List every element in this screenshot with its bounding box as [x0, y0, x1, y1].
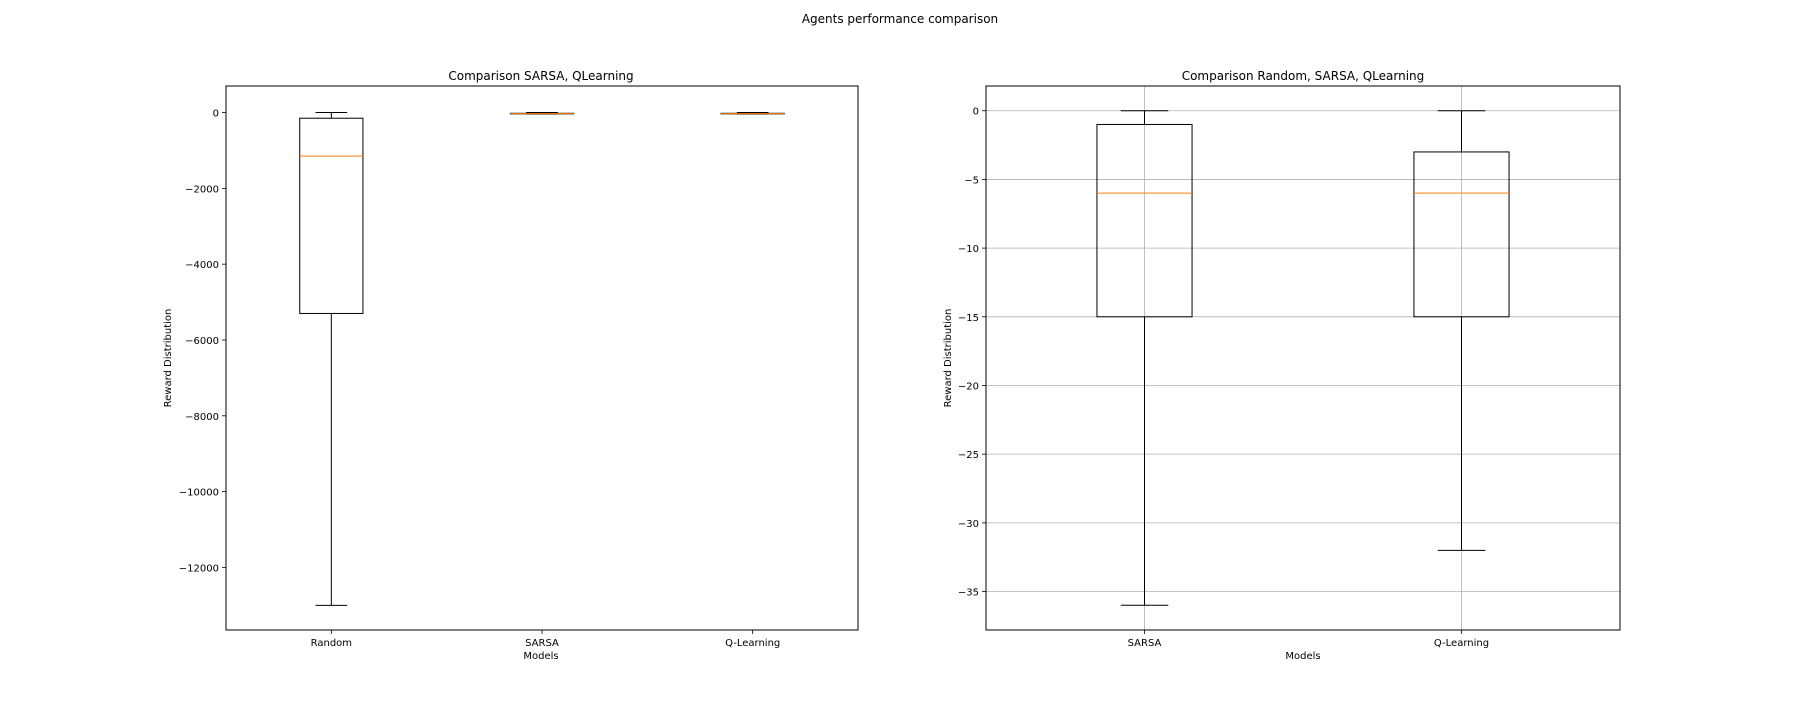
chart-right-ylabel: Reward Distribution	[943, 309, 954, 408]
chart-left-ytick-label-3: −6000	[185, 336, 219, 347]
chart-left-ytick-label-4: −8000	[185, 412, 219, 423]
chart-left: Comparison SARSA, QLearning Models Rewar…	[163, 69, 859, 662]
chart-left-xtick-label-2: Q-Learning	[725, 638, 780, 649]
chart-left-xtick-label-1: SARSA	[525, 638, 559, 649]
chart-left-ylabel: Reward Distribution	[163, 309, 174, 408]
chart-left-ytick-label-1: −2000	[185, 184, 219, 195]
chart-left-ytick-label-2: −4000	[185, 260, 219, 271]
chart-left-ytick-label-0: 0	[213, 109, 219, 120]
chart-right-box-1-iqr	[1413, 151, 1510, 318]
chart-left-ytick-label-6: −12000	[179, 563, 219, 574]
chart-right-ytick-label-4: −20	[958, 381, 979, 392]
chart-right-ytick-label-1: −5	[964, 175, 979, 186]
chart-left-box-0-iqr	[299, 117, 364, 314]
chart-left-ytick-label-5: −10000	[179, 488, 219, 499]
chart-right-title: Comparison Random, SARSA, QLearning	[1182, 69, 1425, 83]
chart-left-axes-frame	[225, 85, 859, 631]
chart-left-title: Comparison SARSA, QLearning	[448, 69, 633, 83]
chart-right-ytick-label-6: −30	[958, 519, 979, 530]
chart-right-ytick-label-5: −25	[958, 450, 979, 461]
chart-right-xlabel: Models	[1285, 651, 1320, 662]
chart-right-ytick-label-3: −15	[958, 313, 979, 324]
chart-left-xlabel: Models	[523, 651, 558, 662]
figure-title: Agents performance comparison	[802, 12, 998, 26]
chart-right-xtick-label-0: SARSA	[1128, 638, 1162, 649]
chart-right-box-0-iqr	[1096, 123, 1193, 318]
chart-right-ytick-label-0: 0	[973, 107, 979, 118]
chart-left-xtick-label-0: Random	[311, 638, 352, 649]
chart-right: Comparison Random, SARSA, QLearning Mode…	[943, 69, 1621, 662]
chart-right-ytick-label-2: −10	[958, 244, 979, 255]
chart-right-xtick-label-1: Q-Learning	[1434, 638, 1489, 649]
chart-right-ytick-label-7: −35	[958, 588, 979, 599]
chart-right-axes-frame	[985, 85, 1621, 631]
